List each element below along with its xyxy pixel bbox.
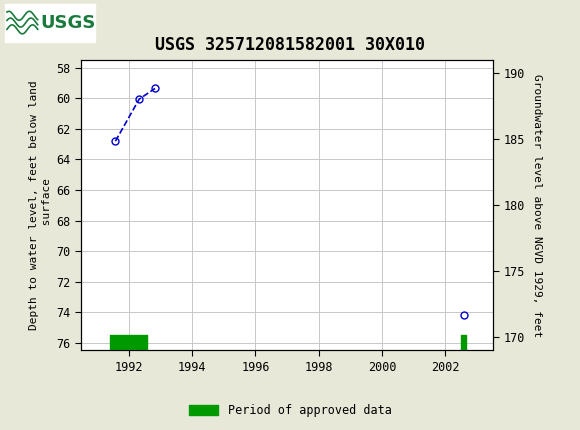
Text: USGS: USGS [41,14,96,31]
FancyBboxPatch shape [5,3,95,42]
Y-axis label: Depth to water level, feet below land
 surface: Depth to water level, feet below land su… [29,80,52,330]
Legend: Period of approved data: Period of approved data [184,399,396,422]
Y-axis label: Groundwater level above NGVD 1929, feet: Groundwater level above NGVD 1929, feet [532,74,542,337]
Text: USGS 325712081582001 30X010: USGS 325712081582001 30X010 [155,36,425,54]
